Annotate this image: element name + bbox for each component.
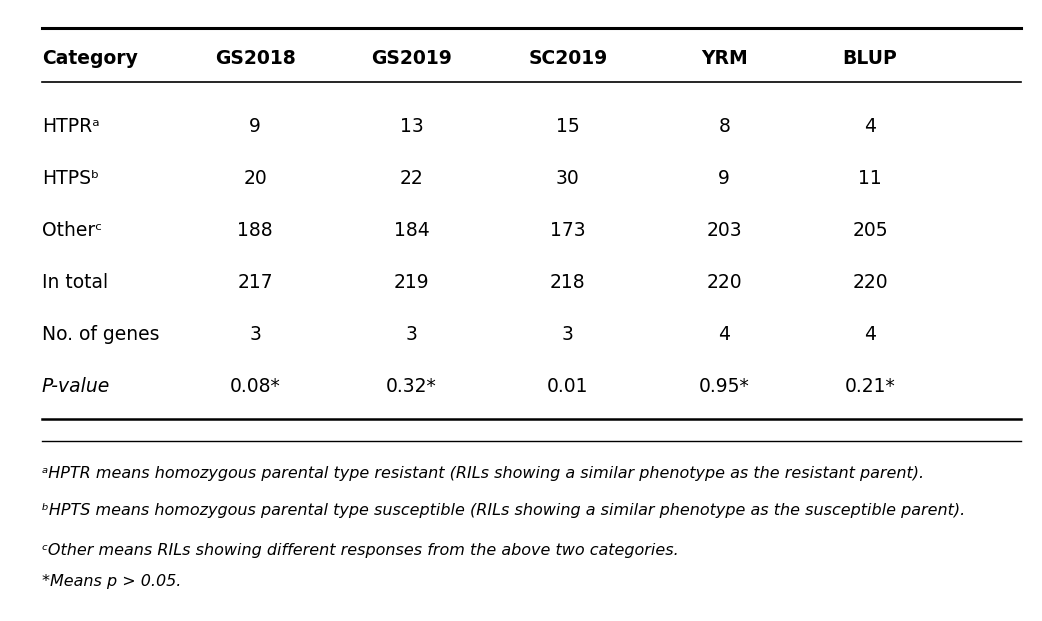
- Text: 22: 22: [400, 169, 423, 188]
- Text: 3: 3: [249, 325, 262, 345]
- Text: 203: 203: [706, 221, 742, 240]
- Text: 184: 184: [394, 221, 429, 240]
- Text: *Means p > 0.05.: *Means p > 0.05.: [42, 574, 181, 589]
- Text: 219: 219: [394, 273, 429, 292]
- Text: 218: 218: [550, 273, 586, 292]
- Text: 4: 4: [864, 117, 876, 136]
- Text: GS2019: GS2019: [371, 50, 452, 68]
- Text: 0.21*: 0.21*: [845, 378, 895, 396]
- Text: BLUP: BLUP: [843, 50, 897, 68]
- Text: 217: 217: [238, 273, 273, 292]
- Text: No. of genes: No. of genes: [42, 325, 159, 345]
- Text: 9: 9: [718, 169, 730, 188]
- Text: 4: 4: [864, 325, 876, 345]
- Text: 0.32*: 0.32*: [387, 378, 437, 396]
- Text: ᵇHPTS means homozygous parental type susceptible (RILs showing a similar phenoty: ᵇHPTS means homozygous parental type sus…: [42, 503, 965, 518]
- Text: 0.95*: 0.95*: [699, 378, 749, 396]
- Text: Otherᶜ: Otherᶜ: [42, 221, 102, 240]
- Text: HTPRᵃ: HTPRᵃ: [42, 117, 99, 136]
- Text: 8: 8: [718, 117, 730, 136]
- Text: 220: 220: [852, 273, 888, 292]
- Text: 11: 11: [859, 169, 882, 188]
- Text: 220: 220: [706, 273, 742, 292]
- Text: SC2019: SC2019: [528, 50, 607, 68]
- Text: 13: 13: [400, 117, 423, 136]
- Text: 205: 205: [852, 221, 888, 240]
- Text: P-value: P-value: [42, 378, 109, 396]
- Text: ᶜOther means RILs showing different responses from the above two categories.: ᶜOther means RILs showing different resp…: [42, 543, 678, 558]
- Text: 0.01: 0.01: [547, 378, 589, 396]
- Text: 9: 9: [249, 117, 262, 136]
- Text: HTPSᵇ: HTPSᵇ: [42, 169, 99, 188]
- Text: In total: In total: [42, 273, 107, 292]
- Text: 0.08*: 0.08*: [230, 378, 280, 396]
- Text: 188: 188: [238, 221, 273, 240]
- Text: GS2018: GS2018: [215, 50, 296, 68]
- Text: 30: 30: [556, 169, 579, 188]
- Text: 15: 15: [556, 117, 579, 136]
- Text: YRM: YRM: [701, 50, 747, 68]
- Text: 4: 4: [718, 325, 730, 345]
- Text: 20: 20: [244, 169, 267, 188]
- Text: 173: 173: [550, 221, 586, 240]
- Text: ᵃHPTR means homozygous parental type resistant (RILs showing a similar phenotype: ᵃHPTR means homozygous parental type res…: [42, 466, 924, 481]
- Text: 3: 3: [405, 325, 418, 345]
- Text: 3: 3: [562, 325, 574, 345]
- Text: Category: Category: [42, 50, 138, 68]
